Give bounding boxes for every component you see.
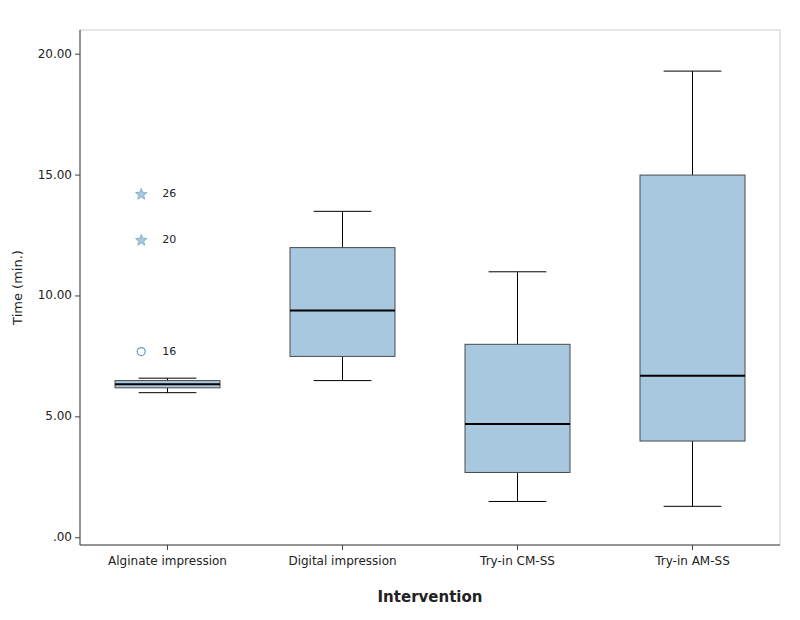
x-tick xyxy=(342,545,343,550)
x-axis-line xyxy=(80,545,780,546)
whisker-cap-low xyxy=(489,501,547,502)
chart: .00 5.00 10.00 15.00 20.00 Alginate impressio… xyxy=(0,0,800,620)
far-outlier xyxy=(136,234,147,245)
x-tick-label: Try-in CM-SS xyxy=(479,554,555,568)
y-tick xyxy=(75,537,80,538)
far-outlier xyxy=(136,188,147,199)
x-tick xyxy=(692,545,693,550)
x-tick-label: Try-in AM-SS xyxy=(654,554,730,568)
box xyxy=(465,344,570,472)
outlier xyxy=(137,348,145,356)
whisker-high xyxy=(342,211,343,247)
x-tick xyxy=(517,545,518,550)
marks xyxy=(115,71,745,506)
whisker-low xyxy=(167,388,168,393)
y-tick-label: .00 xyxy=(53,530,72,544)
y-tick xyxy=(75,54,80,55)
whisker-cap-low xyxy=(314,380,372,381)
y-tick xyxy=(75,175,80,176)
y-tick xyxy=(75,295,80,296)
y-tick-label: 10.00 xyxy=(38,288,72,302)
box xyxy=(290,248,395,357)
whisker-cap-low xyxy=(664,506,722,507)
far-outlier-label: 26 xyxy=(162,187,176,200)
y-axis-line xyxy=(80,30,81,545)
y-tick-label: 20.00 xyxy=(38,47,72,61)
far-outlier-label: 20 xyxy=(162,233,176,246)
median-line xyxy=(115,383,220,385)
whisker-low xyxy=(692,441,693,506)
median-line xyxy=(290,309,395,311)
box xyxy=(115,381,220,388)
labels: 16 20 26 xyxy=(162,187,176,357)
whisker-cap-high xyxy=(314,211,372,212)
box xyxy=(640,175,745,441)
whisker-cap-high xyxy=(139,378,197,379)
whisker-high xyxy=(517,272,518,345)
x-tick-label: Digital impression xyxy=(288,554,396,568)
whisker-low xyxy=(342,356,343,380)
x-axis-label: Intervention xyxy=(378,588,483,606)
y-tick-label: 5.00 xyxy=(45,409,72,423)
y-tick-label: 15.00 xyxy=(38,168,72,182)
y-tick xyxy=(75,416,80,417)
whisker-high xyxy=(692,71,693,175)
whisker-cap-high xyxy=(489,271,547,272)
whisker-cap-low xyxy=(139,392,197,393)
y-axis-label: Time (min.) xyxy=(10,250,25,326)
median-line xyxy=(640,375,745,377)
outlier-label: 16 xyxy=(162,345,176,358)
median-line xyxy=(465,423,570,425)
plot-frame xyxy=(80,30,780,545)
whisker-cap-high xyxy=(664,71,722,72)
x-tick xyxy=(167,545,168,550)
whisker-low xyxy=(517,472,518,501)
x-tick-label: Alginate impression xyxy=(108,554,227,568)
